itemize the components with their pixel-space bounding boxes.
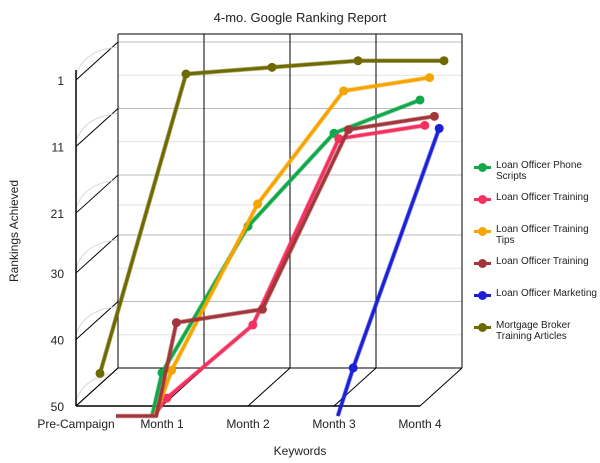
data-point	[343, 125, 353, 135]
y-tick-label: 21	[51, 207, 65, 221]
legend-item: Loan Officer Training	[474, 256, 600, 288]
gridline-curve	[75, 113, 119, 142]
data-point	[429, 111, 439, 121]
series-group	[152, 73, 435, 417]
data-point	[339, 86, 349, 96]
data-point	[257, 304, 267, 314]
legend-item: Mortgage Broker Training Articles	[474, 320, 600, 352]
data-point	[425, 73, 435, 83]
series-line-shadow	[97, 58, 444, 375]
y-tick-label: 30	[51, 267, 65, 281]
x-tick-label: Month 2	[226, 417, 270, 431]
data-point	[181, 69, 191, 79]
grid	[75, 33, 463, 407]
series-group	[151, 120, 430, 418]
data-point	[95, 368, 105, 378]
legend-label: Mortgage Broker Training Articles	[496, 320, 571, 342]
legend-label: Loan Officer Marketing	[496, 288, 597, 299]
series-line	[336, 127, 441, 417]
gridline-curve	[75, 46, 119, 76]
x-axis-label: Keywords	[274, 444, 327, 458]
series-line-shadow	[116, 114, 435, 419]
legend-label: Loan Officer Training	[496, 256, 589, 267]
legend-dot-swatch	[478, 227, 487, 236]
gridline-curve	[75, 239, 119, 269]
x-tick-label: Month 1	[140, 417, 184, 431]
legend-dot-swatch	[478, 163, 487, 172]
data-point	[439, 56, 449, 66]
floor-depth-line	[333, 367, 377, 407]
floor-depth-line	[75, 367, 119, 407]
series-group	[95, 56, 449, 378]
data-point	[267, 62, 277, 72]
data-point	[420, 120, 430, 130]
legend-label: Loan Officer Training Tips	[496, 224, 589, 246]
data-point	[167, 365, 177, 375]
gridline-curve	[75, 305, 119, 335]
data-point	[348, 363, 358, 373]
series-line	[116, 114, 435, 418]
y-tick-label: 50	[51, 400, 65, 414]
y-tick-label: 11	[52, 141, 65, 155]
legend-item: Loan Officer Training Tips	[474, 224, 600, 256]
legend-dot-swatch	[478, 291, 487, 300]
series-group	[335, 123, 444, 417]
legend-label: Loan Officer Phone Scripts	[496, 160, 582, 182]
data-point	[434, 123, 444, 133]
legend-item: Loan Officer Training	[474, 192, 600, 224]
series-group	[116, 111, 439, 419]
series-line-shadow	[151, 123, 426, 418]
legend-label: Loan Officer Training	[496, 192, 589, 203]
data-point	[248, 320, 258, 330]
floor-depth-line	[419, 367, 463, 407]
gridline-curve	[75, 179, 119, 209]
legend-item: Loan Officer Phone Scripts	[474, 160, 600, 192]
chart-title: 4-mo. Google Ranking Report	[214, 10, 387, 25]
data-point	[353, 56, 363, 66]
floor-depth-line	[247, 367, 291, 407]
legend: Loan Officer Phone Scripts Loan Officer T…	[474, 160, 600, 352]
legend-dot-swatch	[478, 195, 487, 204]
x-tick-label: Month 3	[312, 417, 356, 431]
gridline-curve	[75, 372, 119, 402]
series-line	[98, 59, 444, 374]
series-lines	[95, 56, 449, 419]
x-tick-label: Pre-Campaign	[37, 417, 114, 431]
legend-dot-swatch	[478, 259, 487, 268]
legend-dot-swatch	[478, 323, 487, 332]
y-tick-label: 40	[51, 333, 65, 347]
data-point	[415, 95, 425, 105]
data-point	[171, 318, 181, 328]
legend-item: Loan Officer Marketing	[474, 288, 600, 320]
x-tick-label: Month 4	[398, 417, 442, 431]
y-tick-label: 1	[57, 74, 64, 88]
data-point	[253, 199, 263, 209]
y-axis-label: Rankings Achieved	[7, 180, 21, 282]
